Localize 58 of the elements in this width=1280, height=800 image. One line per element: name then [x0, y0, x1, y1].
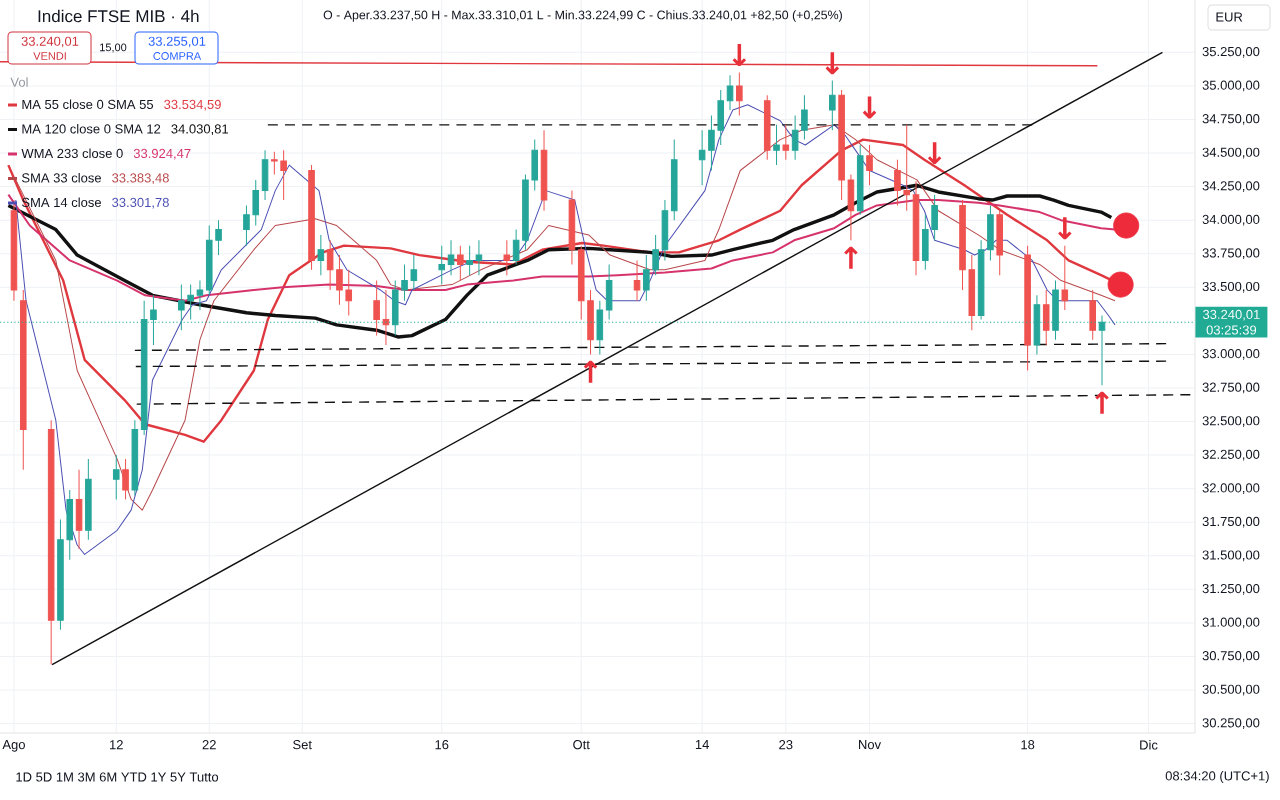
annotation: 33.255,01 — [148, 36, 206, 48]
y-tick-label: 32.250,00 — [1202, 449, 1260, 461]
x-tick-label: 22 — [202, 740, 216, 750]
text: EUR — [1216, 12, 1243, 22]
y-tick-label: 34.000,00 — [1202, 214, 1260, 226]
y-tick-label: 34.750,00 — [1202, 114, 1260, 125]
x-tick-label: Dic — [1140, 740, 1158, 750]
annotation: ↑ — [844, 246, 858, 269]
legend-label: MA 55 close 0 SMA 55 — [22, 99, 154, 109]
annotation: 33.534,59 — [164, 99, 221, 111]
legend-label: SMA 33 close — [22, 172, 102, 183]
y-tick-label: 35.250,00 — [1202, 46, 1260, 58]
y-tick-label: 34.250,00 — [1202, 181, 1260, 192]
annotation: 33.383,48 — [112, 173, 169, 185]
annotation: Vol — [10, 77, 28, 87]
annotation: 33.924,47 — [133, 148, 191, 160]
y-tick-label: 32.500,00 — [1202, 416, 1260, 427]
y-tick-label: 31.000,00 — [1202, 617, 1260, 629]
x-tick-label: 12 — [110, 740, 123, 750]
ref-line-label: 33.240,01 03:25:39 — [1202, 309, 1260, 335]
annotation: ↓ — [732, 44, 747, 67]
x-tick-label: Nov — [859, 740, 882, 750]
y-tick-label: 32.000,00 — [1202, 483, 1260, 495]
y-tick-label: 30.500,00 — [1202, 684, 1260, 696]
y-tick-label: 35.000,00 — [1202, 80, 1260, 92]
annotation: 15,00 — [100, 43, 127, 53]
chart-title: Indice FTSE MIB · 4h — [38, 9, 199, 23]
x-tick-label: 16 — [435, 740, 449, 750]
annotation: ↓ — [927, 142, 942, 165]
y-tick-label: 30.750,00 — [1202, 651, 1260, 662]
y-tick-label: 33.000,00 — [1202, 349, 1260, 360]
y-tick-label: 30.250,00 — [1202, 718, 1260, 729]
annotation: COMPRA — [153, 52, 202, 60]
y-tick-label: 31.250,00 — [1202, 583, 1260, 595]
x-tick-label: 23 — [779, 740, 793, 750]
x-tick-label: Set — [293, 740, 312, 750]
annotation: 33.301,78 — [112, 197, 169, 209]
x-tick-label: 14 — [695, 740, 709, 750]
legend-label: MA 120 close 0 SMA 12 — [22, 123, 161, 134]
annotation: 33.240,01 — [21, 36, 79, 48]
y-tick-label: 32.750,00 — [1202, 382, 1260, 394]
annotation: ↑ — [1095, 391, 1109, 414]
legend-label: WMA 233 close 0 — [21, 148, 123, 158]
x-tick-label: Ago — [2, 740, 25, 752]
x-tick-label: 18 — [1021, 740, 1035, 750]
y-tick-label: 33.500,00 — [1202, 281, 1260, 293]
text: 1D 5D 1M 3M 6M YTD 1Y 5Y Tutto — [16, 772, 219, 782]
text: 08:34:20 (UTC+1) — [1165, 770, 1269, 784]
annotation: ↓ — [862, 96, 877, 119]
text: O - Aper.33.237,50 H - Max.33.310,01 L - Min.33.224,99 C - Chius.33.240,01 +82,50 (+0,25%) — [323, 10, 842, 22]
annotation: 34.030,81 — [171, 124, 229, 136]
annotation: ↓ — [1058, 217, 1072, 240]
x-tick-label: Ott — [573, 740, 590, 750]
y-tick-label: 31.750,00 — [1202, 516, 1260, 528]
annotation: VENDI — [33, 52, 66, 60]
y-tick-label: 33.750,00 — [1202, 248, 1260, 260]
y-tick-label: 34.500,00 — [1202, 147, 1260, 159]
y-tick-label: 31.500,00 — [1202, 550, 1260, 562]
